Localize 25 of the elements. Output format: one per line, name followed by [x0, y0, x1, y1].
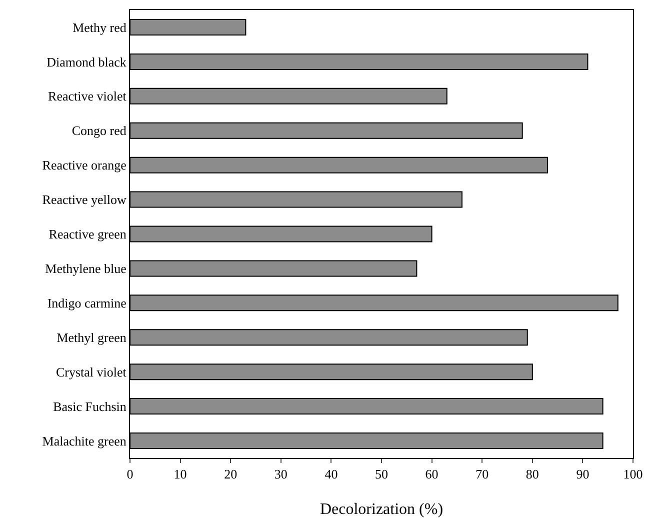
x-tick-label: 0 — [126, 466, 134, 482]
y-tick-label: Reactive orange — [42, 158, 127, 173]
y-tick-label: Congo red — [72, 123, 127, 138]
y-tick-label: Crystal violet — [56, 364, 127, 380]
x-tick-label: 40 — [324, 466, 338, 482]
y-tick-label: Reactive violet — [48, 88, 127, 104]
x-tick-label: 50 — [375, 466, 388, 482]
y-tick-label: Malachite green — [42, 433, 127, 448]
x-tick-label: 60 — [425, 466, 438, 482]
x-tick-label: 30 — [274, 466, 288, 482]
y-tick-label: Diamond black — [46, 54, 127, 70]
y-tick-label: Methyl green — [56, 330, 127, 345]
x-tick-label: 20 — [224, 466, 238, 482]
x-tick-label: 70 — [476, 466, 489, 482]
y-tick-label: Methylene blue — [45, 261, 127, 276]
y-tick-label: Reactive yellow — [42, 192, 128, 208]
y-tick-label: Methy red — [72, 20, 127, 35]
y-tick-label: Indigo carmine — [47, 295, 127, 310]
y-tick-label: Basic Fuchsin — [53, 398, 127, 414]
x-axis-title: Decolorization (%) — [320, 501, 444, 518]
x-tick-label: 10 — [174, 466, 187, 482]
x-tick-label: 100 — [623, 466, 643, 482]
y-tick-label: Reactive green — [48, 226, 127, 242]
x-tick-label: 80 — [526, 466, 539, 482]
x-tick-label: 90 — [576, 466, 590, 482]
